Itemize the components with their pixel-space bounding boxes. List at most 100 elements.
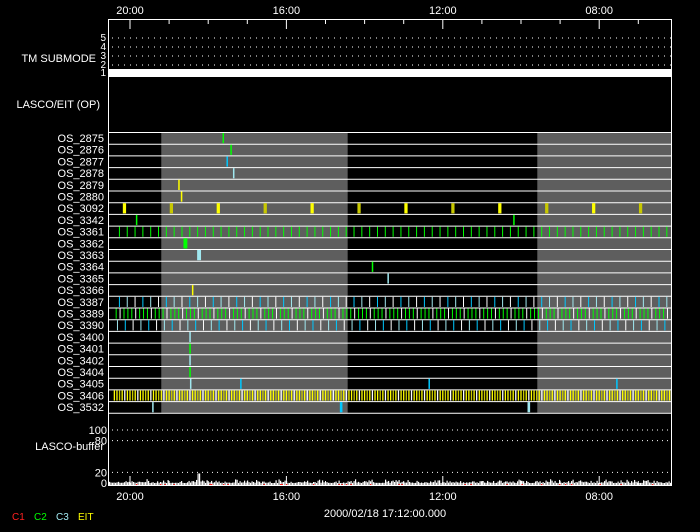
event-mark xyxy=(648,390,650,401)
buffer-bar xyxy=(427,482,429,485)
row-label-os_2880: OS_2880 xyxy=(58,192,104,204)
event-mark xyxy=(298,226,300,237)
event-mark xyxy=(496,390,499,401)
event-mark xyxy=(510,308,512,319)
buffer-bar xyxy=(244,480,246,485)
buffer-bar xyxy=(470,482,472,485)
event-mark xyxy=(404,203,408,214)
event-mark xyxy=(500,320,502,331)
event-mark xyxy=(525,390,527,401)
buffer-bar xyxy=(643,480,645,485)
event-mark xyxy=(385,308,387,319)
buffer-c1-mark xyxy=(571,484,573,485)
event-mark xyxy=(358,390,361,401)
buffer-bar xyxy=(313,482,315,485)
event-mark xyxy=(645,390,647,401)
event-mark xyxy=(350,308,352,319)
buffer-bar xyxy=(617,481,619,485)
event-mark xyxy=(533,226,535,237)
event-mark xyxy=(330,308,332,319)
event-mark xyxy=(515,390,517,401)
event-mark xyxy=(640,390,642,401)
event-mark xyxy=(272,390,275,401)
buffer-bar xyxy=(460,481,462,485)
buffer-bar xyxy=(634,479,636,485)
buffer-bar xyxy=(305,482,307,485)
buffer-bar xyxy=(434,480,436,485)
event-mark xyxy=(629,390,632,401)
buffer-bar xyxy=(503,482,505,485)
row-label-os_2876: OS_2876 xyxy=(58,145,104,157)
buffer-bar xyxy=(439,480,441,485)
buffer-bar xyxy=(505,481,507,485)
event-mark xyxy=(522,390,525,401)
event-mark xyxy=(595,390,598,401)
event-mark xyxy=(290,296,292,307)
event-mark xyxy=(517,296,519,307)
event-mark xyxy=(627,296,629,307)
buffer-bar xyxy=(245,482,247,485)
buffer-bar xyxy=(322,480,324,485)
buffer-c1-mark xyxy=(521,484,523,485)
event-mark xyxy=(156,320,158,331)
event-mark xyxy=(345,296,347,307)
buffer-bar xyxy=(563,482,565,485)
event-mark xyxy=(273,320,275,331)
buffer-bar xyxy=(250,482,252,485)
buffer-bar xyxy=(298,481,300,485)
buffer-bar xyxy=(115,482,117,485)
buffer-bar xyxy=(668,481,670,485)
event-mark xyxy=(189,226,191,237)
event-mark xyxy=(578,320,580,331)
buffer-bar xyxy=(358,481,360,485)
buffer-bar xyxy=(550,479,552,485)
event-mark xyxy=(283,226,285,237)
buffer-bar xyxy=(344,482,346,485)
bottom-time-label: 08:00 xyxy=(585,491,613,503)
event-mark xyxy=(222,133,225,144)
event-mark xyxy=(533,390,535,401)
event-mark xyxy=(191,390,194,401)
buffer-bar xyxy=(374,482,376,485)
event-mark xyxy=(181,296,183,307)
event-mark xyxy=(478,390,480,401)
buffer-bar xyxy=(386,481,388,485)
buffer-bar xyxy=(262,481,264,485)
buffer-c1-mark xyxy=(541,484,543,485)
event-mark xyxy=(447,296,449,307)
event-mark xyxy=(650,296,652,307)
event-mark xyxy=(416,296,418,307)
buffer-bar xyxy=(385,479,387,485)
buffer-bar xyxy=(341,482,343,485)
event-mark xyxy=(612,308,614,319)
event-mark xyxy=(416,226,418,237)
event-mark xyxy=(491,308,493,319)
event-mark xyxy=(275,390,277,401)
buffer-bar xyxy=(382,482,384,485)
buffer-bar xyxy=(191,481,193,485)
row-os_2878 xyxy=(232,168,235,179)
buffer-bar xyxy=(131,481,133,485)
buffer-c1-mark xyxy=(160,484,162,485)
buffer-bar xyxy=(577,482,579,485)
buffer-bar xyxy=(319,479,321,485)
buffer-bar xyxy=(601,482,603,485)
buffer-bar xyxy=(137,481,139,485)
buffer-bar xyxy=(476,482,478,485)
buffer-bar xyxy=(194,482,196,485)
buffer-bar xyxy=(248,482,250,485)
event-mark xyxy=(162,308,164,319)
event-mark xyxy=(601,390,603,401)
event-mark xyxy=(392,296,394,307)
buffer-bar xyxy=(539,481,541,485)
event-mark xyxy=(624,390,626,401)
buffer-bar xyxy=(502,482,504,485)
buffer-bar xyxy=(670,482,672,485)
buffer-bar xyxy=(155,482,157,485)
event-mark xyxy=(525,296,527,307)
buffer-bar xyxy=(623,482,625,485)
buffer-bar xyxy=(175,482,177,485)
event-mark xyxy=(163,320,165,331)
buffer-bar xyxy=(518,479,520,485)
